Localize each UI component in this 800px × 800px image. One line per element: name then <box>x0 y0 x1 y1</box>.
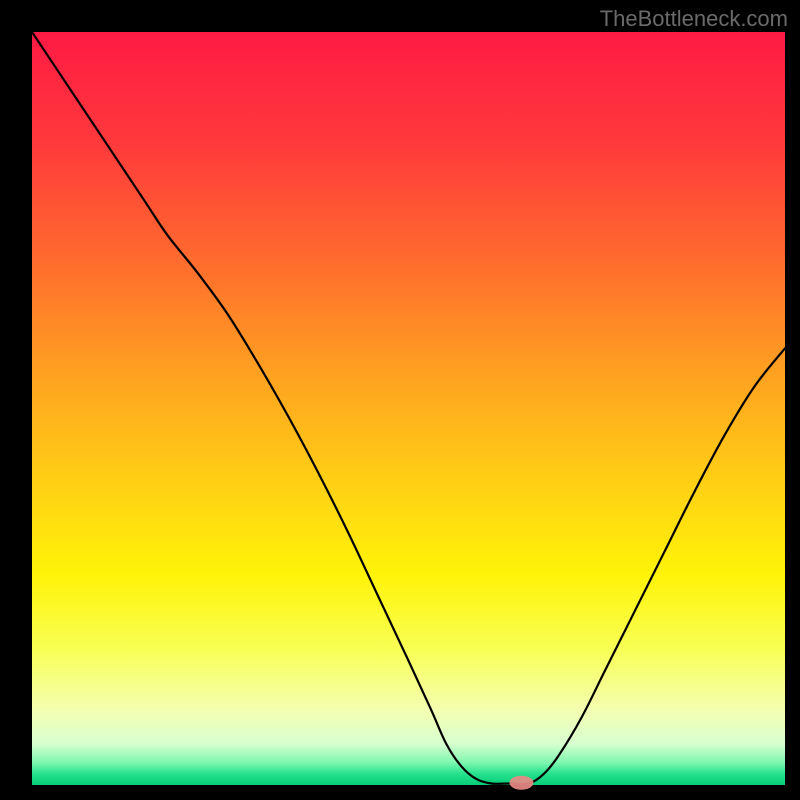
chart-gradient-bg <box>32 32 785 785</box>
optimal-marker <box>509 776 533 790</box>
bottleneck-chart <box>0 0 800 800</box>
watermark-text: TheBottleneck.com <box>600 6 788 32</box>
chart-container: TheBottleneck.com <box>0 0 800 800</box>
